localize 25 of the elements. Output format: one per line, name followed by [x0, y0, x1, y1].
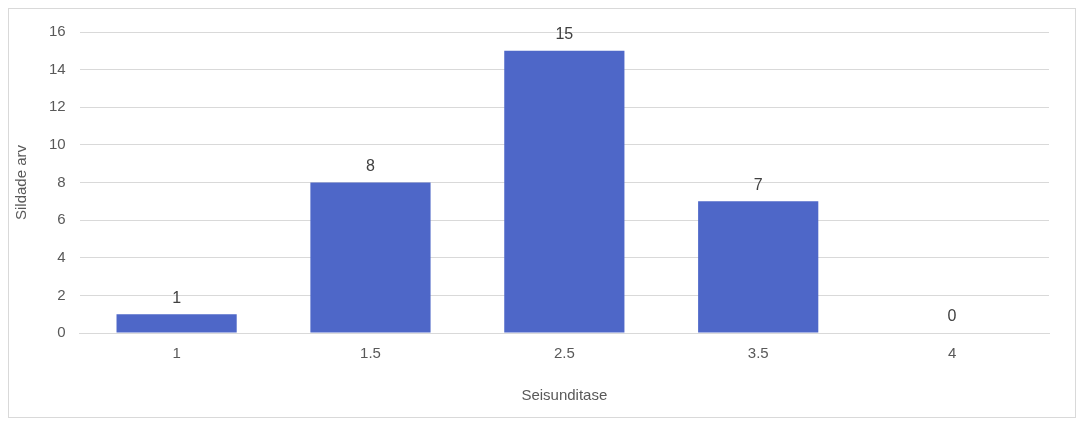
data-label: 15	[555, 25, 574, 43]
data-label: 8	[366, 156, 376, 174]
y-tick-label: 12	[49, 97, 66, 115]
y-tick-label: 16	[49, 22, 66, 40]
y-tick-label: 14	[49, 59, 66, 77]
data-label: 7	[753, 175, 763, 193]
y-axis-title: Sildade arv	[12, 144, 30, 221]
y-tick-label: 4	[57, 247, 66, 265]
y-tick-label: 10	[49, 135, 66, 153]
data-label: 0	[947, 307, 957, 325]
bar	[698, 201, 819, 333]
x-tick-label: 2.5	[553, 344, 575, 362]
data-label: 1	[172, 288, 182, 306]
x-axis-title: Seisunditase	[521, 386, 608, 404]
x-tick-label: 1.5	[360, 344, 381, 362]
y-tick-label: 6	[57, 210, 66, 228]
bar	[504, 50, 625, 333]
y-tick-label: 0	[57, 323, 66, 341]
x-tick-label: 1	[172, 344, 181, 362]
y-tick-label: 2	[57, 285, 66, 303]
bar	[116, 314, 237, 333]
x-tick-label: 4	[947, 344, 957, 362]
bar	[310, 182, 431, 333]
y-tick-label: 8	[57, 172, 66, 190]
x-tick-label: 3.5	[747, 344, 769, 362]
